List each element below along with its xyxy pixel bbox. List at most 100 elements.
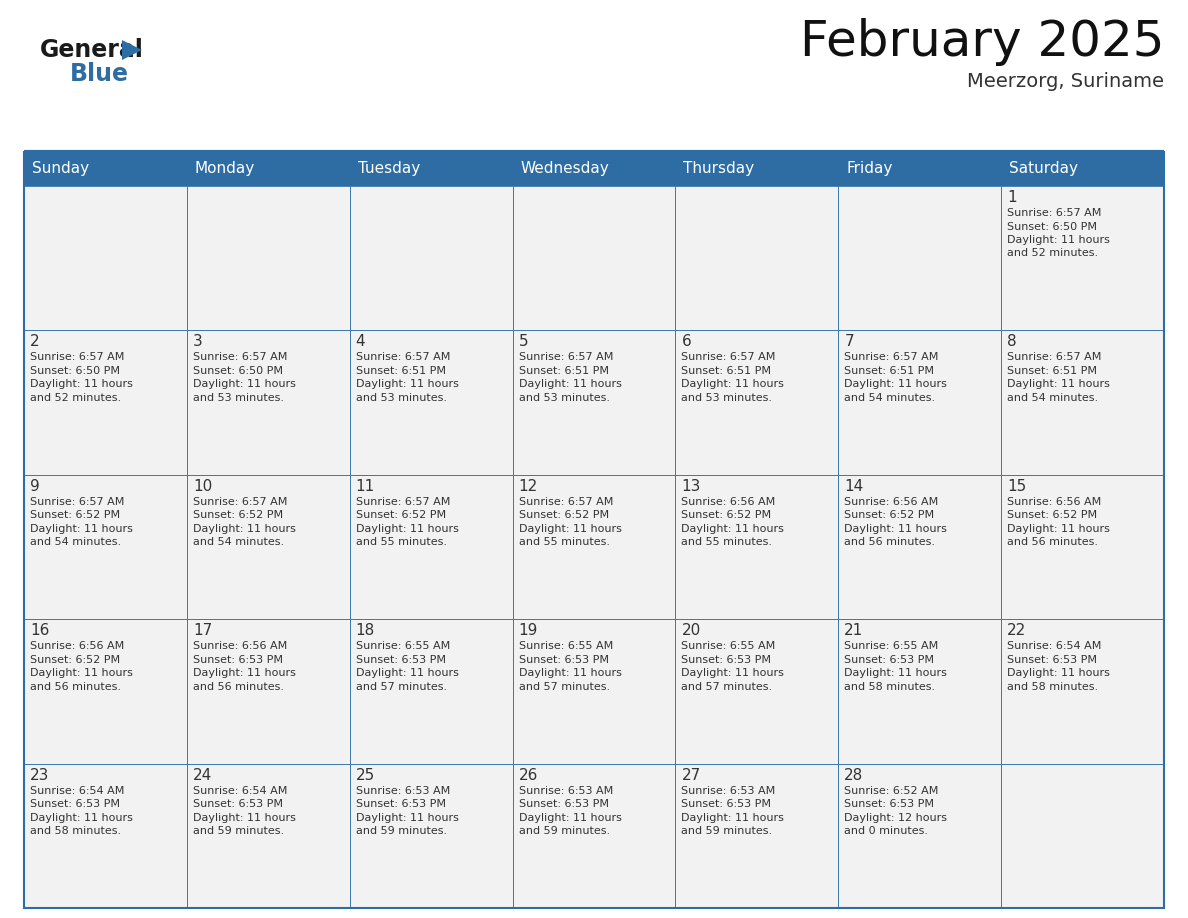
Bar: [512, 186, 676, 330]
Text: and 57 minutes.: and 57 minutes.: [682, 682, 772, 691]
Text: Sunrise: 6:57 AM: Sunrise: 6:57 AM: [845, 353, 939, 363]
Bar: [24, 764, 187, 908]
Text: Sunrise: 6:53 AM: Sunrise: 6:53 AM: [682, 786, 776, 796]
Bar: [24, 620, 187, 764]
Text: 24: 24: [192, 767, 213, 783]
Text: and 52 minutes.: and 52 minutes.: [30, 393, 121, 403]
Text: Daylight: 11 hours: Daylight: 11 hours: [682, 379, 784, 389]
Text: Daylight: 11 hours: Daylight: 11 hours: [845, 668, 947, 678]
Bar: [1001, 186, 1164, 330]
Text: Sunrise: 6:57 AM: Sunrise: 6:57 AM: [192, 497, 287, 507]
Text: and 59 minutes.: and 59 minutes.: [192, 826, 284, 836]
Text: Sunset: 6:52 PM: Sunset: 6:52 PM: [682, 510, 771, 521]
Text: Sunset: 6:52 PM: Sunset: 6:52 PM: [30, 510, 120, 521]
Text: Sunrise: 6:53 AM: Sunrise: 6:53 AM: [355, 786, 450, 796]
Text: Daylight: 11 hours: Daylight: 11 hours: [682, 812, 784, 823]
Text: Sunset: 6:50 PM: Sunset: 6:50 PM: [1007, 221, 1098, 231]
Text: Sunrise: 6:56 AM: Sunrise: 6:56 AM: [192, 641, 287, 651]
Text: and 59 minutes.: and 59 minutes.: [355, 826, 447, 836]
Text: Sunrise: 6:57 AM: Sunrise: 6:57 AM: [355, 353, 450, 363]
Text: 14: 14: [845, 479, 864, 494]
Text: Sunrise: 6:55 AM: Sunrise: 6:55 AM: [682, 641, 776, 651]
Bar: [512, 330, 676, 475]
Text: and 53 minutes.: and 53 minutes.: [519, 393, 609, 403]
Text: Wednesday: Wednesday: [520, 162, 609, 176]
Bar: [1001, 475, 1164, 620]
Text: Sunrise: 6:56 AM: Sunrise: 6:56 AM: [30, 641, 125, 651]
Text: Daylight: 11 hours: Daylight: 11 hours: [192, 379, 296, 389]
Text: Sunset: 6:53 PM: Sunset: 6:53 PM: [192, 799, 283, 809]
Bar: [187, 330, 349, 475]
Text: General: General: [40, 38, 144, 62]
Text: Daylight: 11 hours: Daylight: 11 hours: [192, 524, 296, 533]
Text: 3: 3: [192, 334, 203, 350]
Text: Daylight: 11 hours: Daylight: 11 hours: [519, 379, 621, 389]
Text: and 55 minutes.: and 55 minutes.: [355, 537, 447, 547]
Text: 7: 7: [845, 334, 854, 350]
Text: and 54 minutes.: and 54 minutes.: [1007, 393, 1098, 403]
Text: 13: 13: [682, 479, 701, 494]
Bar: [349, 764, 512, 908]
Text: Sunrise: 6:56 AM: Sunrise: 6:56 AM: [845, 497, 939, 507]
Text: Daylight: 11 hours: Daylight: 11 hours: [30, 812, 133, 823]
Text: Sunrise: 6:57 AM: Sunrise: 6:57 AM: [30, 353, 125, 363]
Text: Sunrise: 6:55 AM: Sunrise: 6:55 AM: [519, 641, 613, 651]
Text: and 56 minutes.: and 56 minutes.: [30, 682, 121, 691]
Text: Sunset: 6:52 PM: Sunset: 6:52 PM: [519, 510, 608, 521]
Text: Daylight: 11 hours: Daylight: 11 hours: [519, 812, 621, 823]
Text: and 57 minutes.: and 57 minutes.: [355, 682, 447, 691]
Text: Sunrise: 6:57 AM: Sunrise: 6:57 AM: [1007, 353, 1101, 363]
Bar: [676, 186, 839, 330]
Text: 5: 5: [519, 334, 529, 350]
Text: Sunrise: 6:55 AM: Sunrise: 6:55 AM: [845, 641, 939, 651]
Text: 26: 26: [519, 767, 538, 783]
Bar: [512, 475, 676, 620]
Text: Sunrise: 6:57 AM: Sunrise: 6:57 AM: [1007, 208, 1101, 218]
Text: Daylight: 11 hours: Daylight: 11 hours: [682, 668, 784, 678]
Text: Sunset: 6:53 PM: Sunset: 6:53 PM: [30, 799, 120, 809]
Text: Sunset: 6:51 PM: Sunset: 6:51 PM: [682, 366, 771, 375]
Text: Blue: Blue: [70, 62, 129, 86]
Text: Daylight: 11 hours: Daylight: 11 hours: [519, 668, 621, 678]
Bar: [24, 475, 187, 620]
Text: and 58 minutes.: and 58 minutes.: [30, 826, 121, 836]
Bar: [24, 330, 187, 475]
Bar: [676, 764, 839, 908]
Bar: [839, 330, 1001, 475]
Text: 2: 2: [30, 334, 39, 350]
Text: and 53 minutes.: and 53 minutes.: [355, 393, 447, 403]
Text: Sunrise: 6:56 AM: Sunrise: 6:56 AM: [1007, 497, 1101, 507]
Text: Sunrise: 6:53 AM: Sunrise: 6:53 AM: [519, 786, 613, 796]
Bar: [187, 764, 349, 908]
Text: Daylight: 11 hours: Daylight: 11 hours: [355, 524, 459, 533]
Bar: [24, 186, 187, 330]
Text: and 59 minutes.: and 59 minutes.: [682, 826, 772, 836]
Text: Monday: Monday: [195, 162, 255, 176]
Text: Sunset: 6:52 PM: Sunset: 6:52 PM: [1007, 510, 1098, 521]
Text: Daylight: 11 hours: Daylight: 11 hours: [30, 668, 133, 678]
Text: Daylight: 11 hours: Daylight: 11 hours: [30, 379, 133, 389]
Text: Sunrise: 6:57 AM: Sunrise: 6:57 AM: [519, 497, 613, 507]
Text: February 2025: February 2025: [800, 18, 1164, 66]
Text: Meerzorg, Suriname: Meerzorg, Suriname: [967, 72, 1164, 91]
Text: 11: 11: [355, 479, 375, 494]
Bar: [349, 620, 512, 764]
Bar: [839, 475, 1001, 620]
Bar: [1001, 330, 1164, 475]
Text: Sunrise: 6:54 AM: Sunrise: 6:54 AM: [1007, 641, 1101, 651]
Bar: [1001, 764, 1164, 908]
Text: Daylight: 11 hours: Daylight: 11 hours: [1007, 524, 1110, 533]
Bar: [349, 475, 512, 620]
Bar: [839, 764, 1001, 908]
Text: and 54 minutes.: and 54 minutes.: [192, 537, 284, 547]
Bar: [839, 186, 1001, 330]
Text: Sunset: 6:52 PM: Sunset: 6:52 PM: [192, 510, 283, 521]
Text: Sunrise: 6:57 AM: Sunrise: 6:57 AM: [355, 497, 450, 507]
Bar: [1001, 620, 1164, 764]
Text: and 56 minutes.: and 56 minutes.: [1007, 537, 1098, 547]
Text: and 54 minutes.: and 54 minutes.: [845, 393, 935, 403]
Bar: [24, 152, 1164, 186]
Text: Sunset: 6:51 PM: Sunset: 6:51 PM: [1007, 366, 1098, 375]
Text: and 52 minutes.: and 52 minutes.: [1007, 249, 1098, 259]
Bar: [512, 620, 676, 764]
